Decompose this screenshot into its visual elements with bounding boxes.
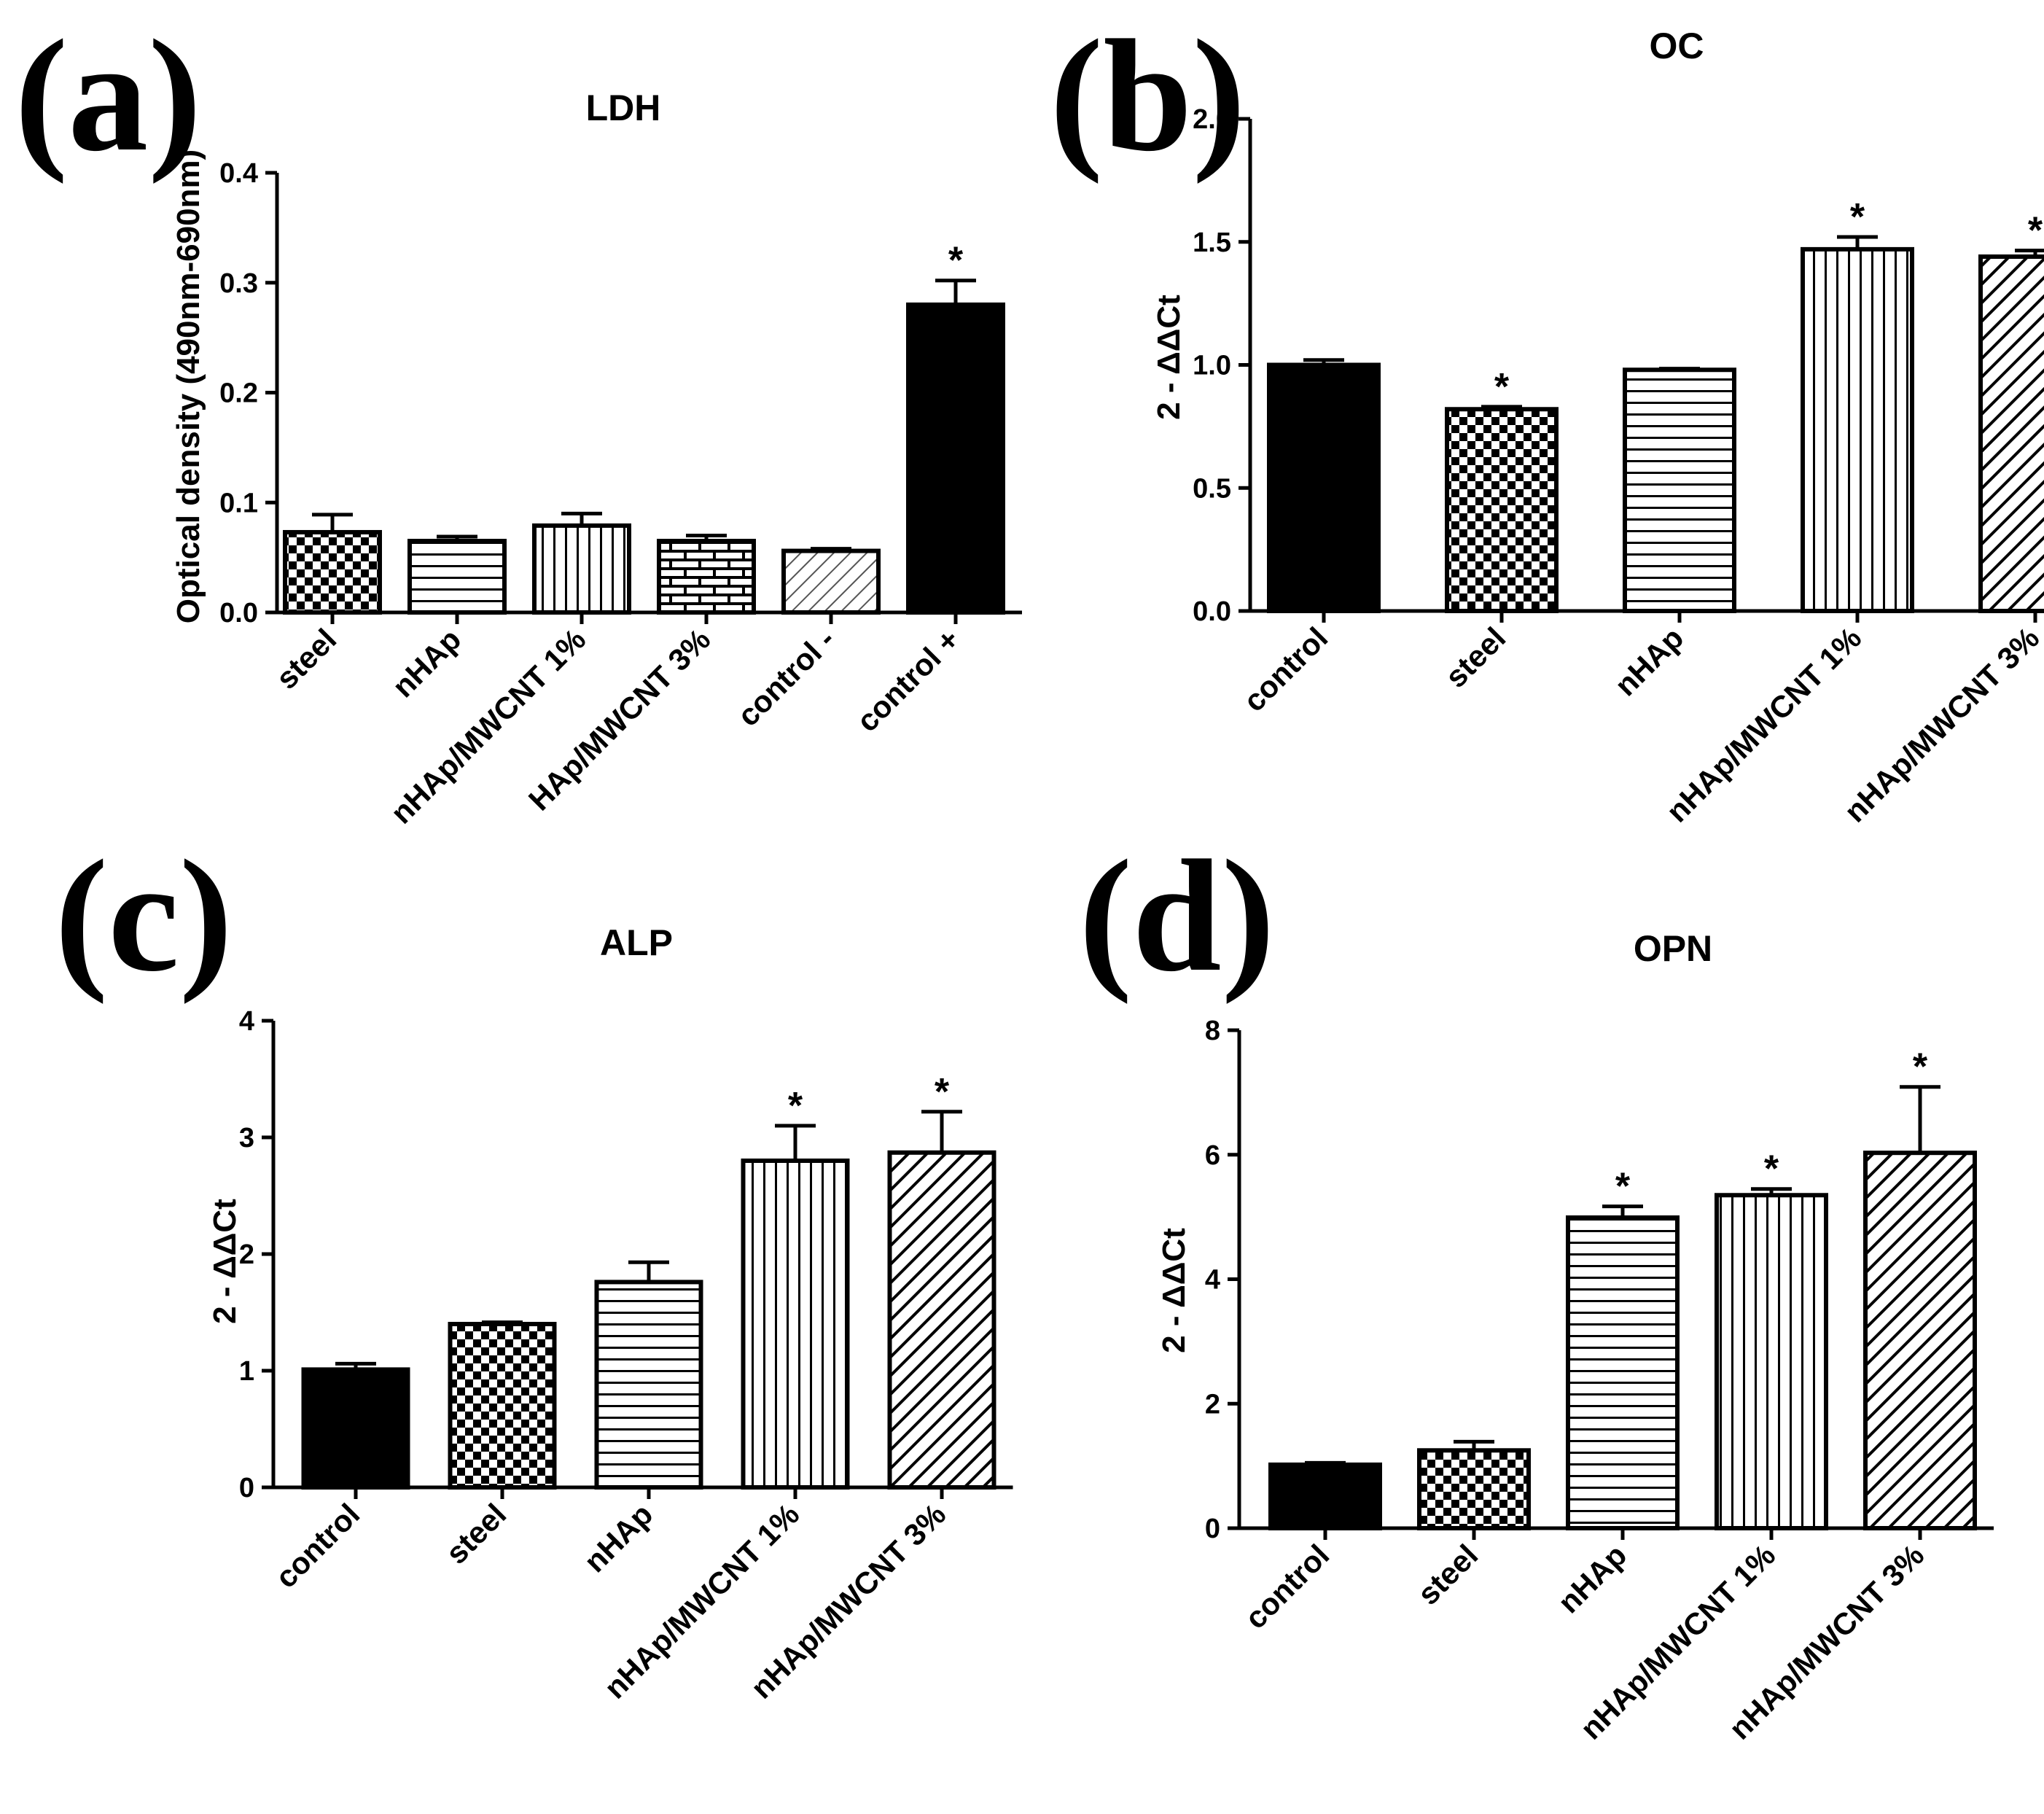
panel-b-category-label: steel bbox=[1438, 620, 1512, 694]
panel-c-ytick-label: 0 bbox=[239, 1473, 254, 1503]
panel-b-ylabel: 2 - ΔΔCt bbox=[1151, 295, 1187, 420]
panel-d-ytick-label: 4 bbox=[1205, 1265, 1220, 1296]
panel-b-category-label: nHAp/MWCNT 1% bbox=[1660, 620, 1868, 829]
panel-b-bar bbox=[1978, 254, 2044, 613]
panel-d-ytick-label: 0 bbox=[1205, 1514, 1220, 1544]
panel-a-ytick-label: 0.2 bbox=[219, 378, 258, 409]
panel-b-ytick-label: 1.5 bbox=[1193, 227, 1231, 258]
panel-d-category-label: control bbox=[1238, 1538, 1335, 1635]
panel-d-bar bbox=[1715, 1193, 1828, 1531]
panel-c-ytick-label: 1 bbox=[239, 1356, 254, 1387]
panel-b-significance-star: * bbox=[1850, 196, 1865, 238]
panel-a-ytick-label: 0.3 bbox=[219, 268, 258, 299]
panel-b-bar bbox=[1445, 407, 1559, 613]
panel-a-bar bbox=[906, 302, 1005, 615]
panel-b-bar bbox=[1623, 367, 1736, 613]
panel-d-title: OPN bbox=[1634, 928, 1712, 969]
panel-b-category-label: control bbox=[1236, 620, 1334, 718]
panel-c-category-label: steel bbox=[439, 1497, 512, 1570]
panel-d-category-label: steel bbox=[1411, 1538, 1484, 1611]
panel-d-category-label: nHAp bbox=[1551, 1538, 1633, 1619]
panel-c-bar bbox=[594, 1280, 703, 1490]
panel-a-bar bbox=[657, 539, 756, 615]
panel-a-ytick-label: 0.4 bbox=[219, 158, 258, 189]
panel-c-bar bbox=[887, 1150, 996, 1490]
panel-b-ytick-label: 0.5 bbox=[1193, 473, 1231, 504]
panel-a-ylabel: Optical density (490nm-690nm) bbox=[171, 149, 206, 623]
panel-d-significance-star: * bbox=[1615, 1166, 1631, 1208]
panel-b-plot: 0.0 0.5 1.0 1.5 2.0 control * steel nHAp * nHAp/MW… bbox=[1193, 104, 2044, 829]
panel-a-category-label: nHAp bbox=[386, 622, 467, 704]
panel-c-ylabel: 2 - ΔΔCt bbox=[207, 1199, 243, 1324]
panel-c-ytick-label: 2 bbox=[239, 1239, 254, 1270]
panel-c-category-label: nHAp bbox=[577, 1497, 659, 1579]
panel-c-bar bbox=[448, 1322, 557, 1490]
panel-b-ytick-label: 2.0 bbox=[1193, 104, 1231, 135]
panel-a-category-label: control + bbox=[850, 622, 966, 738]
panel-c-bar bbox=[301, 1367, 410, 1490]
panel-a-significance-star: * bbox=[948, 240, 964, 282]
panel-b-category-label: nHAp bbox=[1608, 620, 1690, 702]
panel-b-ytick-label: 0.0 bbox=[1193, 596, 1231, 627]
panel-b-significance-star: * bbox=[2028, 210, 2043, 252]
panel-d-significance-star: * bbox=[1913, 1046, 1928, 1089]
panel-d-ytick-label: 8 bbox=[1205, 1016, 1220, 1046]
panel-c-letter: (c) bbox=[55, 827, 233, 1005]
panel-a-bar bbox=[781, 548, 881, 615]
panel-c-significance-star: * bbox=[935, 1071, 950, 1113]
panel-d-ytick-label: 2 bbox=[1205, 1389, 1220, 1420]
panel-b-bar bbox=[1801, 246, 1914, 613]
panel-d-bar bbox=[1417, 1448, 1531, 1530]
panel-c-ytick-label: 3 bbox=[239, 1123, 254, 1153]
panel-a-ytick-label: 0.1 bbox=[219, 488, 258, 518]
panel-b-bar bbox=[1267, 362, 1381, 613]
panel-b-ytick-label: 1.0 bbox=[1193, 351, 1231, 381]
panel-a-bar bbox=[283, 529, 382, 615]
panel-d-ytick-label: 6 bbox=[1205, 1140, 1220, 1171]
panel-a-title: LDH bbox=[586, 87, 661, 128]
panel-a-letter: (a) bbox=[15, 7, 202, 184]
panel-c-ytick-label: 4 bbox=[239, 1006, 254, 1037]
panel-b-category-label: nHAp/MWCNT 3% bbox=[1838, 620, 2044, 829]
panel-d-bar bbox=[1268, 1462, 1382, 1530]
panel-d-bar bbox=[1566, 1215, 1680, 1530]
panel-a-category-label: steel bbox=[269, 622, 343, 696]
panel-b-title: OC bbox=[1650, 26, 1704, 66]
panel-a-bar bbox=[532, 523, 631, 615]
panel-a-category-label: control - bbox=[730, 622, 841, 733]
panel-c-title: ALP bbox=[600, 922, 673, 963]
panel-a-bar bbox=[407, 539, 507, 615]
panel-a-ytick-label: 0.0 bbox=[219, 598, 258, 628]
panel-d-bar bbox=[1863, 1151, 1977, 1530]
panel-c-bar bbox=[741, 1159, 850, 1490]
panel-c-significance-star: * bbox=[788, 1085, 803, 1127]
panel-c-category-label: control bbox=[268, 1497, 366, 1595]
panel-b-significance-star: * bbox=[1494, 366, 1510, 408]
panel-d-significance-star: * bbox=[1764, 1148, 1779, 1191]
panel-b-letter: (b) bbox=[1050, 7, 1246, 184]
panel-d-letter: (d) bbox=[1079, 827, 1275, 1005]
panel-d-ylabel: 2 - ΔΔCt bbox=[1156, 1228, 1192, 1353]
